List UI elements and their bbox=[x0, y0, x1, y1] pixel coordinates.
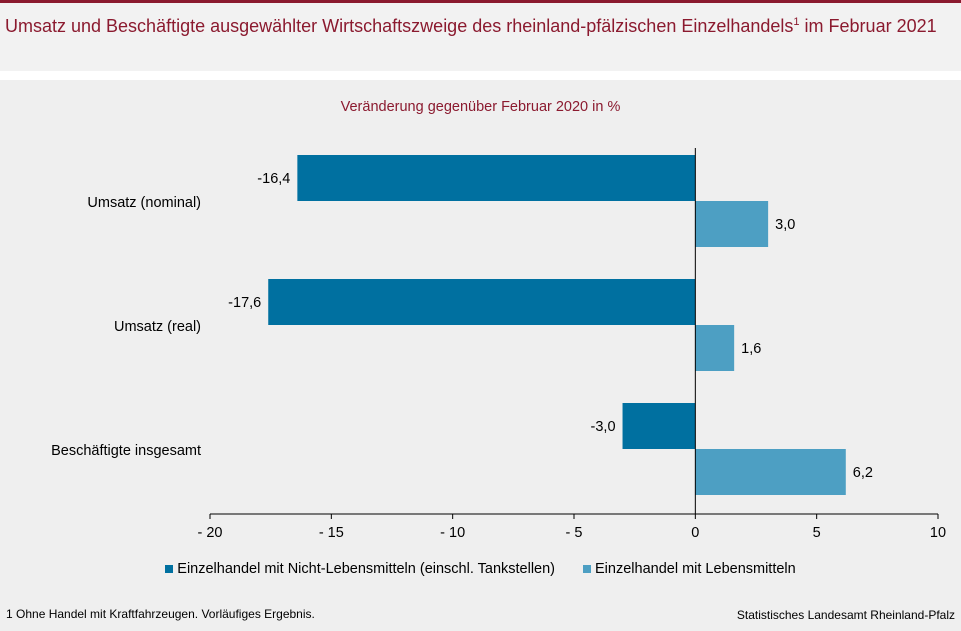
x-tick-label: - 10 bbox=[440, 525, 465, 541]
data-label: -3,0 bbox=[591, 419, 616, 435]
data-label: -16,4 bbox=[257, 171, 290, 187]
bar bbox=[695, 325, 735, 371]
x-tick-label: - 15 bbox=[319, 525, 344, 541]
chart-title: Umsatz und Beschäftigte ausgewählter Wir… bbox=[5, 16, 937, 36]
x-tick-label: 10 bbox=[930, 525, 946, 541]
data-label: -17,6 bbox=[228, 295, 261, 311]
legend-label-non-food: Einzelhandel mit Nicht-Lebensmitteln (ei… bbox=[177, 561, 556, 577]
bar bbox=[297, 155, 696, 201]
title-footnote-marker: 1 bbox=[793, 16, 800, 28]
source-note: Statistisches Landesamt Rheinland-Pfalz bbox=[736, 608, 955, 622]
bar bbox=[622, 403, 696, 449]
legend-item-food: Einzelhandel mit Lebensmitteln bbox=[583, 561, 796, 577]
category-label: Umsatz (real) bbox=[114, 319, 201, 335]
x-tick-label: 5 bbox=[813, 525, 821, 541]
data-label: 6,2 bbox=[853, 465, 873, 481]
x-tick-label: 0 bbox=[691, 525, 699, 541]
legend-label-food: Einzelhandel mit Lebensmitteln bbox=[595, 561, 796, 577]
footnote: 1 Ohne Handel mit Kraftfahrzeugen. Vorlä… bbox=[6, 607, 315, 621]
x-tick-label: - 20 bbox=[198, 525, 223, 541]
bar bbox=[695, 201, 769, 247]
x-tick-label: - 5 bbox=[566, 525, 583, 541]
bar bbox=[695, 449, 846, 495]
legend-swatch-food bbox=[583, 565, 592, 573]
legend-item-non-food: Einzelhandel mit Nicht-Lebensmitteln (ei… bbox=[165, 561, 555, 577]
legend-swatch-non-food bbox=[165, 565, 174, 573]
header: Umsatz und Beschäftigte ausgewählter Wir… bbox=[0, 3, 961, 71]
chart-subtitle: Veränderung gegenüber Februar 2020 in % bbox=[340, 99, 621, 115]
bar bbox=[268, 279, 696, 325]
category-label: Umsatz (nominal) bbox=[87, 195, 201, 211]
data-label: 3,0 bbox=[775, 217, 795, 233]
legend: Einzelhandel mit Nicht-Lebensmitteln (ei… bbox=[0, 561, 961, 577]
category-label: Beschäftigte insgesamt bbox=[51, 443, 201, 459]
top-rule bbox=[0, 0, 961, 3]
data-label: 1,6 bbox=[741, 341, 761, 357]
